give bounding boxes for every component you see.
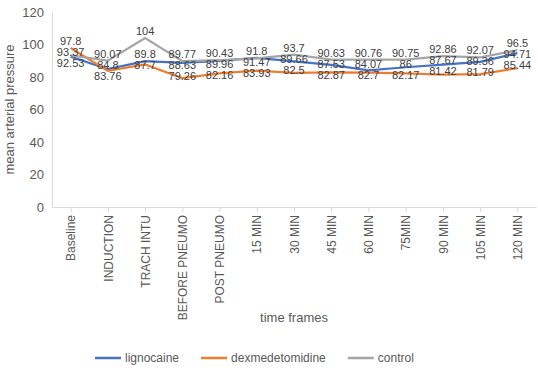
data-label: 83.76 bbox=[94, 70, 122, 82]
y-tick: 100 bbox=[22, 37, 52, 52]
y-tick: 20 bbox=[30, 167, 52, 182]
data-label: 82.87 bbox=[317, 69, 345, 81]
x-tick-mark bbox=[443, 207, 444, 212]
data-label: 79.26 bbox=[169, 70, 197, 82]
x-tick-label: Baseline bbox=[64, 215, 78, 261]
x-tick-mark bbox=[71, 207, 72, 212]
data-label: 92.53 bbox=[57, 57, 85, 69]
y-tick-label: 60 bbox=[30, 102, 44, 117]
y-tick-label: 0 bbox=[37, 200, 44, 215]
x-tick-mark bbox=[182, 207, 183, 212]
x-tick: TRACH INTU bbox=[139, 207, 153, 288]
x-tick-mark bbox=[145, 207, 146, 212]
x-tick-label: 30 MIN bbox=[288, 215, 302, 254]
legend-swatch bbox=[95, 357, 121, 360]
y-tick-label: 80 bbox=[30, 70, 44, 85]
x-tick-label: 105 MIN bbox=[474, 215, 488, 260]
legend-label: dexmedetomidine bbox=[231, 351, 326, 365]
x-tick-label: POST PNEUMO bbox=[213, 215, 227, 303]
data-label: 104 bbox=[136, 25, 154, 37]
data-label: 87.7 bbox=[134, 59, 155, 71]
legend-label: control bbox=[378, 351, 414, 365]
x-tick-mark bbox=[108, 207, 109, 212]
y-axis-title: mean arterial pressure bbox=[2, 44, 17, 174]
y-tick-label: 120 bbox=[22, 5, 44, 20]
x-tick: Baseline bbox=[64, 207, 78, 261]
legend-swatch bbox=[201, 357, 227, 360]
lines bbox=[71, 38, 518, 78]
legend-swatch bbox=[348, 357, 374, 360]
legend: lignocaine dexmedetomidine control bbox=[95, 351, 414, 365]
data-label: 81.79 bbox=[466, 66, 494, 78]
x-axis-title: time frames bbox=[260, 310, 328, 325]
data-label: 82.17 bbox=[392, 69, 420, 81]
x-tick-label: 75MIN bbox=[399, 215, 413, 250]
chart: 0 20 40 60 80 100 120 Baseline INDUCTION TRACH IN… bbox=[0, 0, 538, 378]
x-tick: BEFORE PNEUMO bbox=[176, 207, 190, 320]
y-tick: 0 bbox=[37, 200, 52, 215]
data-label: 83.93 bbox=[243, 67, 271, 79]
x-tick: 15 MIN bbox=[250, 207, 264, 254]
x-tick: 45 MIN bbox=[325, 207, 339, 254]
y-tick: 40 bbox=[30, 135, 52, 150]
x-tick-mark bbox=[331, 207, 332, 212]
y-tick: 120 bbox=[22, 5, 52, 20]
x-tick: 120 MIN bbox=[511, 207, 525, 260]
x-tick-label: INDUCTION bbox=[102, 215, 116, 282]
x-tick-label: BEFORE PNEUMO bbox=[176, 215, 190, 320]
y-tick-label: 20 bbox=[30, 167, 44, 182]
x-tick-label: 60 MIN bbox=[362, 215, 376, 254]
x-tick: 105 MIN bbox=[474, 207, 488, 260]
y-tick: 80 bbox=[30, 70, 52, 85]
y-tick-label: 40 bbox=[30, 135, 44, 150]
x-tick-mark bbox=[406, 207, 407, 212]
x-tick: 75MIN bbox=[399, 207, 413, 250]
data-label: 82.5 bbox=[283, 64, 304, 76]
data-label: 85.44 bbox=[504, 59, 532, 71]
x-tick: POST PNEUMO bbox=[213, 207, 227, 303]
x-tick-mark bbox=[517, 207, 518, 212]
x-tick-label: TRACH INTU bbox=[139, 215, 153, 288]
y-axis-line bbox=[52, 13, 53, 208]
x-tick-label: 45 MIN bbox=[325, 215, 339, 254]
x-tick-mark bbox=[368, 207, 369, 212]
data-label: 81.42 bbox=[429, 65, 457, 77]
x-tick: 90 MIN bbox=[437, 207, 451, 254]
x-tick-mark bbox=[220, 207, 221, 212]
legend-label: lignocaine bbox=[125, 351, 179, 365]
x-tick-label: 15 MIN bbox=[250, 215, 264, 254]
data-label: 82.7 bbox=[358, 69, 379, 81]
y-tick: 60 bbox=[30, 102, 52, 117]
data-labels: 97.893.3792.5390.0784.883.7610489.887.78… bbox=[57, 25, 531, 82]
data-label: 82.16 bbox=[206, 69, 234, 81]
x-tick-mark bbox=[294, 207, 295, 212]
x-tick-mark bbox=[257, 207, 258, 212]
x-axis: Baseline INDUCTION TRACH INTU BEFORE PNEUMO… bbox=[53, 207, 537, 320]
x-tick: 30 MIN bbox=[288, 207, 302, 254]
x-tick: 60 MIN bbox=[362, 207, 376, 254]
x-tick-mark bbox=[480, 207, 481, 212]
y-tick-label: 100 bbox=[22, 37, 44, 52]
y-axis: 0 20 40 60 80 100 120 bbox=[22, 5, 52, 215]
x-tick: INDUCTION bbox=[102, 207, 116, 282]
x-tick-label: 90 MIN bbox=[437, 215, 451, 254]
x-tick-label: 120 MIN bbox=[511, 215, 525, 260]
